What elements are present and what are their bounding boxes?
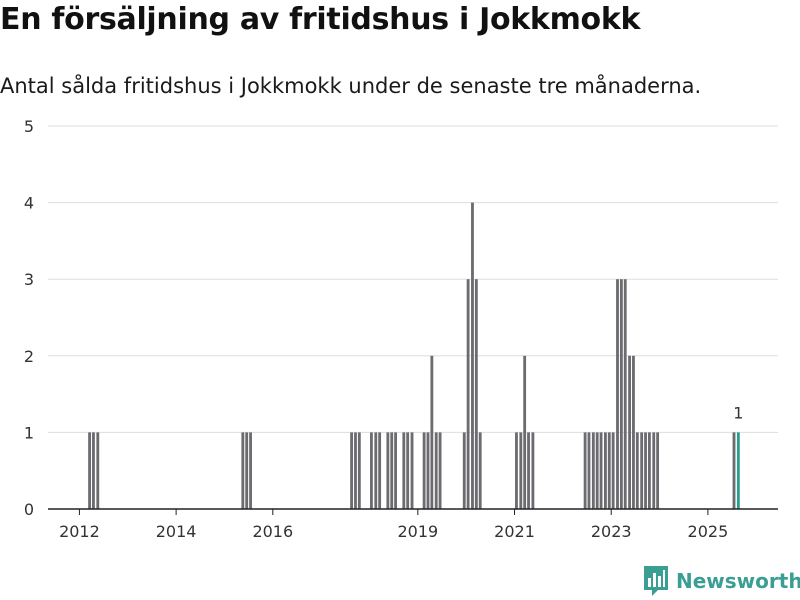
bar — [88, 432, 91, 509]
bar — [607, 432, 611, 509]
newsworthy-chart-icon — [644, 566, 668, 596]
bar — [378, 432, 382, 509]
bar — [616, 279, 619, 509]
bar — [462, 432, 466, 509]
bar — [732, 432, 736, 509]
bar — [587, 432, 591, 509]
bar — [354, 432, 357, 509]
bar — [647, 432, 651, 509]
bar — [519, 432, 523, 509]
x-tick-label-2014: 2014 — [156, 522, 197, 541]
bar — [603, 432, 607, 509]
bar — [628, 355, 631, 509]
bar — [422, 432, 426, 509]
bar — [531, 432, 535, 509]
bar — [438, 432, 442, 509]
bar — [249, 432, 252, 509]
bar — [595, 432, 599, 509]
y-tick-label-0: 0 — [24, 500, 34, 519]
bar — [523, 355, 527, 509]
bar — [430, 355, 434, 509]
bar — [390, 432, 394, 509]
bar — [527, 432, 530, 509]
newsworthy-logo[interactable]: Newsworthy — [644, 566, 800, 596]
x-tick-label-2012: 2012 — [59, 522, 100, 541]
bar — [466, 279, 470, 509]
bar — [394, 432, 398, 509]
y-tick-label-2: 2 — [24, 347, 34, 366]
bar — [374, 432, 378, 509]
bar — [599, 432, 603, 509]
bar — [434, 432, 438, 509]
y-tick-label-1: 1 — [24, 423, 34, 442]
bar — [478, 432, 482, 509]
x-tick-label-2023: 2023 — [591, 522, 632, 541]
bar — [611, 432, 615, 509]
bar — [632, 355, 635, 509]
bar — [583, 432, 587, 509]
bar — [350, 432, 354, 509]
bar — [402, 432, 406, 509]
bar — [471, 202, 474, 509]
bar — [515, 432, 518, 509]
x-tick-label-2025: 2025 — [688, 522, 729, 541]
bar — [644, 432, 647, 509]
y-tick-label-3: 3 — [24, 270, 34, 289]
x-tick-label-2021: 2021 — [494, 522, 535, 541]
bar — [92, 432, 95, 509]
y-tick-label-5: 5 — [24, 117, 34, 136]
bar — [635, 432, 639, 509]
chart-title: En försäljning av fritidshus i Jokkmokk — [0, 2, 641, 37]
y-tick-label-4: 4 — [24, 194, 34, 213]
bar — [619, 279, 623, 509]
bar — [474, 279, 478, 509]
bar — [386, 432, 390, 509]
bar-data-label: 1 — [733, 403, 743, 422]
bar — [652, 432, 656, 509]
bar — [591, 432, 595, 509]
x-tick-label-2016: 2016 — [252, 522, 293, 541]
bar — [656, 432, 660, 509]
bar — [410, 432, 414, 509]
bar — [357, 432, 361, 509]
x-tick-label-2019: 2019 — [397, 522, 438, 541]
bar — [245, 432, 249, 509]
bar — [96, 432, 100, 509]
bar — [623, 279, 627, 509]
bar — [370, 432, 373, 509]
logo-text: Newsworthy — [676, 569, 800, 593]
bar — [241, 432, 245, 509]
bar-highlight — [736, 432, 740, 509]
chart-subtitle: Antal sålda fritidshus i Jokkmokk under … — [0, 74, 702, 98]
bar — [640, 432, 644, 509]
bar — [406, 432, 410, 509]
bar — [426, 432, 430, 509]
